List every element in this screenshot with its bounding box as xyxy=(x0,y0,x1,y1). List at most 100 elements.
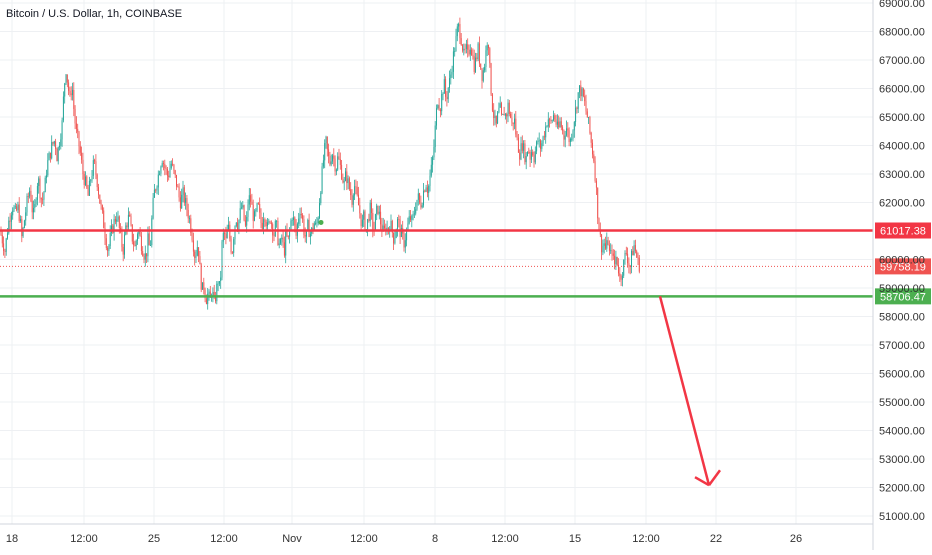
candle-body xyxy=(281,237,283,240)
candle-body xyxy=(156,187,158,191)
candle-body xyxy=(519,152,521,160)
candle-body xyxy=(87,187,89,196)
candle-body xyxy=(393,232,395,244)
candle-body xyxy=(451,71,453,75)
arrow-head-right[interactable] xyxy=(707,469,722,486)
candle-body xyxy=(551,120,553,122)
candle-body xyxy=(111,225,112,233)
candle-body xyxy=(606,240,608,249)
candle-body xyxy=(134,244,136,247)
candle-body xyxy=(241,207,242,209)
candle-body xyxy=(559,121,561,128)
y-tick-label: 57000.00 xyxy=(879,340,925,352)
candle-body xyxy=(618,265,619,274)
candle-body xyxy=(40,198,42,200)
y-tick-label: 56000.00 xyxy=(879,369,925,381)
candle-body xyxy=(117,216,119,220)
candle-body xyxy=(302,215,304,220)
candle-body xyxy=(92,160,94,176)
candle-body xyxy=(320,192,322,204)
candle-body xyxy=(280,239,281,244)
candle-body xyxy=(114,218,116,222)
candle-body xyxy=(491,94,493,111)
horizontal-levels[interactable] xyxy=(0,229,873,298)
candle-body xyxy=(20,219,21,222)
candle-body xyxy=(412,213,414,217)
price-label: 61017.38 xyxy=(880,226,926,238)
candle-body xyxy=(38,178,40,187)
candle-body xyxy=(163,163,164,164)
candle-body xyxy=(420,202,422,208)
candle-body xyxy=(161,163,163,167)
candle-body xyxy=(174,170,176,175)
candle-body xyxy=(601,234,603,253)
candle-body xyxy=(523,143,525,151)
candle-body xyxy=(568,130,570,143)
candle-body xyxy=(358,194,359,206)
candle-body xyxy=(406,229,408,241)
candle-body xyxy=(112,225,114,233)
y-tick-label: 59000.00 xyxy=(879,283,925,295)
candle-body xyxy=(549,119,551,121)
candle-body xyxy=(233,239,235,253)
x-tick-label: 15 xyxy=(569,533,581,545)
candle-body xyxy=(469,49,471,55)
candle-body xyxy=(374,214,376,232)
x-tick-label: 18 xyxy=(6,533,18,545)
candle-body xyxy=(625,253,627,254)
candle-body xyxy=(86,176,88,188)
chart-title: Bitcoin / U.S. Dollar, 1h, COINBASE xyxy=(6,8,182,20)
candle-body xyxy=(459,24,461,39)
candle-body xyxy=(307,219,309,230)
candle-body xyxy=(75,123,77,129)
candle-body xyxy=(64,83,66,97)
candle-body xyxy=(260,212,262,223)
candle-body xyxy=(270,222,272,225)
candle-body xyxy=(521,143,523,151)
candle-body xyxy=(465,44,467,49)
candle-body xyxy=(411,216,413,220)
candle-body xyxy=(98,187,99,195)
candle-body xyxy=(0,231,2,235)
y-tick-label: 53000.00 xyxy=(879,454,925,466)
candle-body xyxy=(95,161,97,175)
arrow-head-left[interactable] xyxy=(694,476,710,487)
candle-body xyxy=(616,256,618,266)
candle-body xyxy=(194,251,196,258)
candle-body xyxy=(339,159,341,165)
candle-body xyxy=(267,222,268,227)
candle-body xyxy=(79,146,81,153)
candle-body xyxy=(421,205,423,208)
candle-body xyxy=(463,48,465,51)
candle-body xyxy=(536,141,538,152)
candle-body xyxy=(321,166,323,193)
projection-arrow[interactable] xyxy=(658,296,722,487)
candle-body xyxy=(166,168,168,176)
candle-body xyxy=(8,220,10,234)
candle-body xyxy=(74,109,76,124)
candle-body xyxy=(51,142,53,159)
candle-body xyxy=(407,223,409,230)
candle-body xyxy=(634,245,636,252)
candle-body xyxy=(172,163,174,165)
candle-body xyxy=(533,155,535,163)
candle-body xyxy=(252,204,254,221)
candle-body xyxy=(243,205,245,221)
candle-body xyxy=(395,230,397,239)
candle-body xyxy=(155,189,157,191)
candle-body xyxy=(424,190,426,192)
candle-body xyxy=(216,283,218,302)
candle-body xyxy=(413,213,415,215)
candle-body xyxy=(130,216,132,225)
candle-body xyxy=(325,136,327,144)
candle-body xyxy=(403,233,405,248)
price-label-bg xyxy=(875,288,931,305)
candle-body xyxy=(77,128,79,132)
candle-body xyxy=(490,63,492,95)
candle-body xyxy=(484,67,486,71)
arrow-shaft[interactable] xyxy=(658,296,711,486)
candle-body xyxy=(377,205,379,214)
candle-body xyxy=(328,149,330,157)
